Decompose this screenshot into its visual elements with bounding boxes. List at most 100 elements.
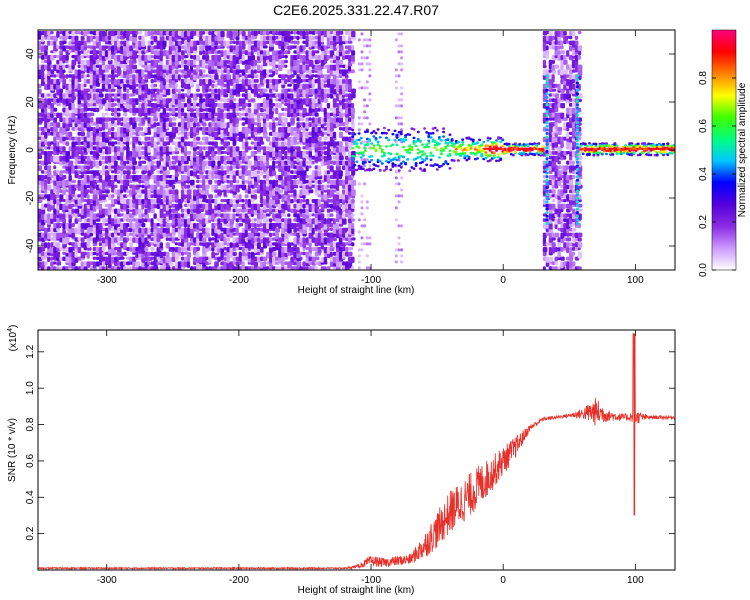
heatmap-cell xyxy=(83,203,88,211)
heatmap-cell xyxy=(302,122,306,128)
heatmap-cell xyxy=(68,155,73,159)
heatmap-cell xyxy=(98,141,103,148)
heatmap-cell xyxy=(317,98,321,105)
heatmap-cell xyxy=(129,218,133,224)
heatmap-cell xyxy=(259,179,264,186)
heatmap-cell xyxy=(177,69,182,73)
heatmap-cell xyxy=(563,242,567,248)
heatmap-cell xyxy=(183,146,187,152)
heatmap-cell xyxy=(38,189,42,193)
heatmap-cell xyxy=(308,151,312,158)
heatmap-cell xyxy=(400,122,404,126)
heatmap-cell xyxy=(287,218,292,224)
heatmap-cell xyxy=(363,38,367,42)
heatmap-cell xyxy=(360,62,364,66)
heatmap-cell xyxy=(68,256,72,263)
heatmap-cell xyxy=(74,69,78,77)
heatmap-cell xyxy=(138,83,142,89)
heatmap-cell xyxy=(290,199,294,204)
heatmap-cell xyxy=(342,50,346,56)
heatmap-cell xyxy=(223,88,227,96)
heatmap-cell xyxy=(141,184,145,189)
heatmap-cell xyxy=(44,55,48,60)
heatmap-cell xyxy=(71,31,75,36)
heatmap-cell xyxy=(174,218,178,225)
heatmap-cell xyxy=(323,98,329,103)
heatmap-cell xyxy=(238,223,244,227)
heatmap-cell xyxy=(174,227,179,233)
heatmap-cell xyxy=(365,38,369,42)
heatmap-cell xyxy=(308,189,314,194)
heatmap-cell xyxy=(104,83,109,88)
heatmap-cell xyxy=(138,136,142,141)
heatmap-cell xyxy=(554,232,560,238)
heatmap-cell xyxy=(53,64,57,71)
heatmap-cell xyxy=(114,189,118,195)
heatmap-cell xyxy=(335,146,339,153)
heatmap-cell xyxy=(120,256,125,260)
heatmap-cell xyxy=(338,31,344,35)
heatmap-cell xyxy=(156,151,160,156)
heatmap-cell xyxy=(202,31,206,35)
heatmap-cell xyxy=(177,179,182,184)
heatmap-cell xyxy=(348,107,352,115)
heatmap-cell xyxy=(162,107,167,115)
heatmap-cell xyxy=(129,266,133,270)
heatmap-cell xyxy=(266,175,269,182)
heatmap-cell xyxy=(62,199,66,202)
heatmap-cell xyxy=(126,237,130,242)
heatmap-cell xyxy=(129,151,133,157)
heatmap-cell xyxy=(554,122,558,129)
heatmap-cell xyxy=(74,40,79,48)
heatmap-cell xyxy=(214,199,218,206)
heatmap-cell xyxy=(71,203,75,208)
heatmap-cell xyxy=(259,45,264,50)
heatmap-cell xyxy=(205,189,209,196)
heatmap-cell xyxy=(77,227,81,235)
heatmap-cell xyxy=(186,256,191,262)
heatmap-cell xyxy=(186,69,191,76)
heatmap-cell xyxy=(101,122,106,130)
heatmap-cell xyxy=(101,261,106,266)
heatmap-cell xyxy=(229,179,233,187)
heatmap-cell xyxy=(77,64,81,68)
heatmap-cell xyxy=(129,69,133,74)
heatmap-cell xyxy=(171,203,176,208)
heatmap-cell xyxy=(171,165,176,170)
heatmap-cell xyxy=(111,203,115,208)
heatmap-cell xyxy=(338,127,343,131)
heatmap-cell xyxy=(104,131,109,138)
heatmap-cell xyxy=(357,68,361,72)
heatmap-cell xyxy=(153,55,157,60)
heatmap-cell xyxy=(132,170,137,175)
heatmap-cell xyxy=(83,45,87,51)
heatmap-cell xyxy=(62,141,66,145)
heatmap-cell xyxy=(141,107,146,113)
heatmap-cell xyxy=(247,107,252,113)
heatmap-cell xyxy=(560,213,564,218)
heatmap-cell xyxy=(256,203,260,211)
heatmap-cell xyxy=(80,31,84,36)
heatmap-cell xyxy=(314,112,319,117)
heatmap-cell xyxy=(232,251,237,256)
heatmap-cell xyxy=(394,104,398,108)
heatmap-cell xyxy=(342,251,346,259)
heatmap-cell xyxy=(247,74,252,78)
heatmap-cell xyxy=(365,158,369,162)
heatmap-cell xyxy=(77,112,82,120)
heatmap-cell xyxy=(56,45,61,50)
heatmap-cell xyxy=(235,64,241,70)
heatmap-cell xyxy=(338,261,343,268)
heatmap-cell xyxy=(86,199,91,206)
heatmap-cell xyxy=(256,112,260,118)
heatmap-cell xyxy=(208,155,212,161)
heatmap-cell xyxy=(545,242,549,246)
heatmap-cell xyxy=(150,199,154,204)
heatmap-cell xyxy=(244,242,249,249)
heatmap-cell xyxy=(186,251,191,258)
heatmap-cell xyxy=(153,151,158,158)
heatmap-cell xyxy=(357,260,361,264)
heatmap-cell xyxy=(199,146,203,154)
heatmap-cell xyxy=(332,218,336,225)
heatmap-cell xyxy=(77,131,82,136)
